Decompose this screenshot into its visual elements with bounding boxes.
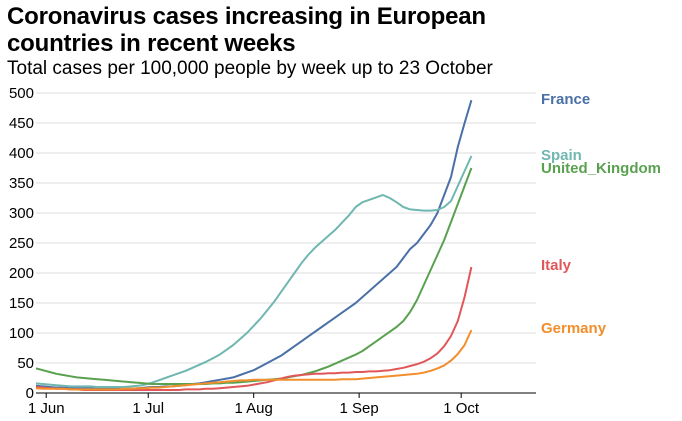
x-axis: 1 Jun 1 Jul 1 Aug 1 Sep 1 Oct	[28, 392, 536, 417]
series-line-spain	[35, 155, 473, 388]
y-tick-label: 200	[9, 265, 34, 282]
y-tick-label: 250	[9, 235, 34, 252]
series-lines	[35, 99, 473, 391]
series-label-italy: Italy	[541, 257, 572, 274]
gridlines	[36, 92, 536, 364]
series-line-france	[35, 99, 473, 390]
series-label-united-kingdom: United_Kingdom	[541, 160, 661, 177]
series-label-germany: Germany	[541, 320, 607, 337]
series-line-italy	[35, 266, 473, 391]
y-tick-label: 500	[9, 85, 34, 102]
series-line-united-kingdom	[35, 167, 473, 385]
chart-subtitle: Total cases per 100,000 people by week u…	[7, 58, 493, 79]
y-tick-label: 100	[9, 325, 34, 342]
series-label-france: France	[541, 91, 590, 108]
y-tick-label: 400	[9, 145, 34, 162]
series-label-spain: Spain	[541, 147, 582, 164]
chart-title: Coronavirus cases increasing in European…	[7, 3, 486, 57]
y-tick-label: 450	[9, 115, 34, 132]
y-tick-label: 50	[17, 355, 34, 372]
x-tick-label: 1 Sep	[340, 400, 379, 417]
x-tick-label: 1 Aug	[234, 400, 272, 417]
y-tick-label: 300	[9, 205, 34, 222]
x-tick-label: 1 Jul	[132, 400, 164, 417]
y-axis-ticks: 0 50 100 150 200 250 300 350 400 450 500	[9, 85, 34, 402]
x-tick-label: 1 Oct	[443, 400, 480, 417]
x-tick-label: 1 Jun	[28, 400, 65, 417]
y-tick-label: 0	[26, 385, 34, 402]
y-tick-label: 150	[9, 295, 34, 312]
series-line-germany	[35, 329, 473, 391]
y-tick-label: 350	[9, 175, 34, 192]
